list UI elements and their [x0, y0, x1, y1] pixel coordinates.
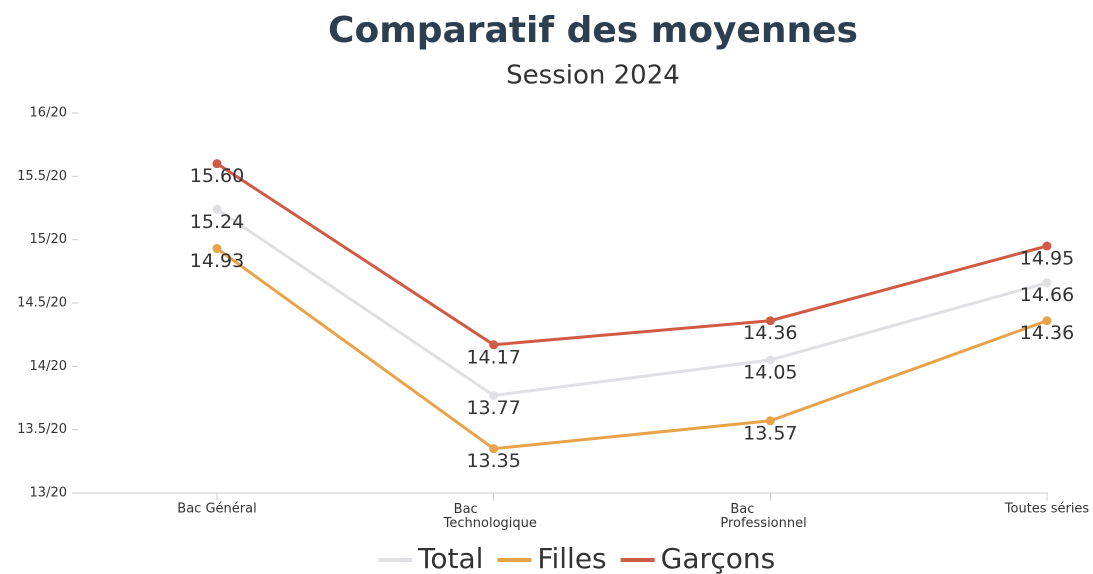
legend-label: Total [417, 542, 483, 574]
point [1042, 278, 1052, 288]
data-label: 14.95 [1020, 248, 1074, 270]
data-label: 13.35 [466, 450, 520, 472]
y-tick-label: 16/20 [30, 106, 67, 121]
series-line [216, 208, 1048, 398]
point [212, 204, 222, 214]
point [1042, 241, 1052, 251]
y-tick-label: 13/20 [30, 486, 67, 501]
y-tick-label: 15.5/20 [17, 169, 67, 184]
x-tick-label: Bac Technologique [443, 502, 537, 531]
data-label: 13.77 [466, 397, 520, 419]
data-label: 15.60 [190, 165, 244, 187]
y-tick-label: 15/20 [30, 232, 67, 247]
legend-label: Filles [537, 542, 606, 574]
point [489, 444, 499, 454]
chart-title: Comparatif des moyennes [328, 10, 858, 51]
y-tick-label: 13.5/20 [17, 422, 67, 437]
data-label: 14.36 [743, 322, 797, 344]
point [212, 244, 222, 254]
data-label: 13.57 [743, 422, 797, 444]
point [1042, 316, 1052, 326]
point [212, 159, 222, 169]
point [765, 355, 775, 365]
data-label: 15.24 [190, 211, 244, 233]
data-label: 14.93 [190, 250, 244, 272]
y-tick-label: 14/20 [30, 359, 67, 374]
data-label: 14.36 [1020, 322, 1074, 344]
x-tick-label: Bac Professionnel [720, 502, 806, 531]
point [765, 316, 775, 326]
data-label: 14.17 [466, 346, 520, 368]
chart-subtitle: Session 2024 [506, 61, 680, 91]
point [489, 390, 499, 400]
series-line [216, 162, 1048, 347]
x-tick-label: Toutes séries [1004, 502, 1090, 517]
x-tick-label: Bac Général [177, 502, 256, 517]
point [765, 416, 775, 426]
data-label: 14.05 [743, 362, 797, 384]
point [489, 340, 499, 350]
legend-label: Garçons [661, 542, 776, 574]
y-tick-label: 14.5/20 [17, 296, 67, 311]
series-line [216, 247, 1048, 451]
data-label: 14.66 [1020, 284, 1074, 306]
